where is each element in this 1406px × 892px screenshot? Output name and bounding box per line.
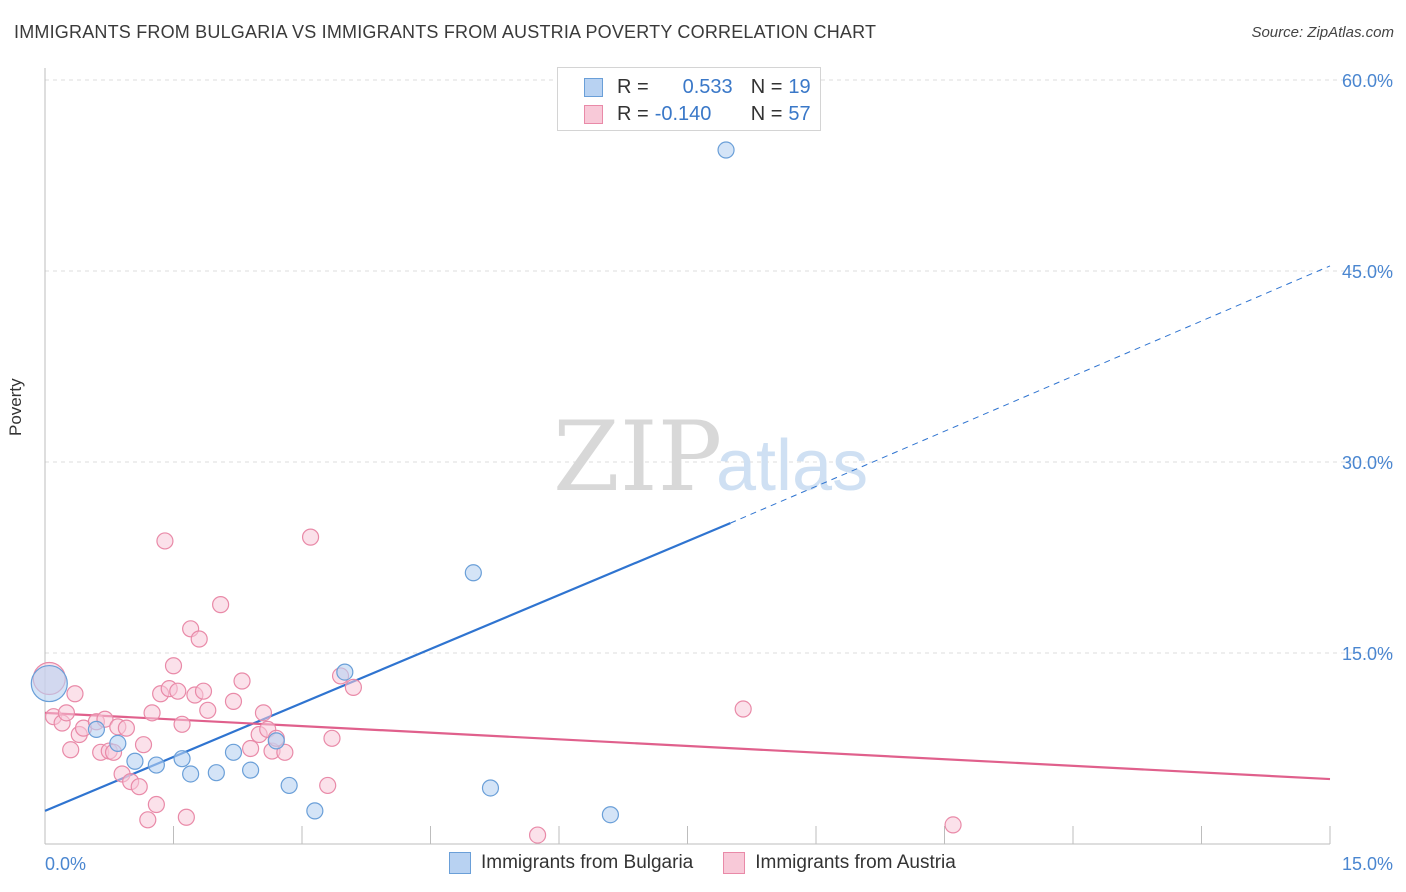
series-name-bulgaria: Immigrants from Bulgaria xyxy=(481,852,694,873)
trend-line-austria xyxy=(44,711,1331,781)
point-austria xyxy=(233,672,251,690)
y-tick-label: 60.0% xyxy=(1342,71,1393,91)
point-austria xyxy=(130,778,148,796)
point-austria xyxy=(344,678,362,696)
y-tick-label: 45.0% xyxy=(1342,262,1393,282)
point-bulgaria xyxy=(601,806,620,824)
series-name-austria: Immigrants from Austria xyxy=(755,852,956,873)
point-austria xyxy=(734,700,752,718)
point-austria xyxy=(276,743,294,761)
trend-line-bulgaria xyxy=(44,522,731,812)
point-austria xyxy=(143,704,161,722)
watermark-atlas: atlas xyxy=(716,426,868,506)
grid-lines xyxy=(45,79,1394,654)
trend-lines xyxy=(44,265,1331,812)
point-austria xyxy=(177,808,195,826)
point-bulgaria xyxy=(224,743,243,761)
legend-n-value: 19 xyxy=(788,75,811,98)
y-tick-label: 15.0% xyxy=(1342,644,1393,664)
legend-r-label: R = xyxy=(617,102,649,125)
legend-r-label: R = xyxy=(617,75,649,98)
legend-n-value: 57 xyxy=(788,102,811,125)
point-bulgaria xyxy=(242,761,260,779)
point-austria xyxy=(194,682,213,700)
legend-n-label: N = xyxy=(750,75,783,98)
point-bulgaria xyxy=(182,765,200,783)
legend-swatch-bulgaria xyxy=(584,77,603,97)
point-austria xyxy=(319,776,337,795)
point-bulgaria xyxy=(267,732,285,750)
point-austria xyxy=(156,532,174,550)
point-austria xyxy=(199,701,217,719)
data-points xyxy=(30,141,962,844)
x-tick-label: 15.0% xyxy=(1342,854,1393,874)
point-bulgaria xyxy=(481,779,500,797)
series-legend: Immigrants from Bulgaria Immigrants from… xyxy=(449,852,986,874)
legend-r-value: 0.533 xyxy=(682,75,733,98)
point-austria xyxy=(224,692,243,710)
watermark-zip: ZIP xyxy=(553,401,722,513)
point-bulgaria xyxy=(280,776,298,795)
point-bulgaria xyxy=(173,750,191,768)
point-austria xyxy=(134,736,153,754)
point-bulgaria xyxy=(147,756,165,774)
legend-row-bulgaria: R = 0.533 N = 19 xyxy=(584,75,811,99)
point-bulgaria xyxy=(464,564,482,582)
axes xyxy=(44,68,1331,845)
correlation-legend: R = 0.533 N = 19 R = -0.140 N = 57 xyxy=(557,67,821,131)
point-bulgaria xyxy=(306,802,324,820)
point-austria xyxy=(254,704,273,722)
point-austria xyxy=(323,729,341,747)
point-austria xyxy=(190,630,208,648)
point-bulgaria xyxy=(109,734,127,753)
point-austria xyxy=(66,685,84,703)
point-austria xyxy=(147,795,165,814)
point-austria xyxy=(57,704,76,722)
point-austria xyxy=(62,741,80,759)
point-austria xyxy=(169,682,187,700)
trend-line-bulgaria-extension xyxy=(730,265,1331,524)
point-austria xyxy=(301,528,320,546)
point-austria xyxy=(528,826,547,844)
point-bulgaria xyxy=(207,764,225,782)
point-austria xyxy=(242,739,260,758)
point-austria xyxy=(173,715,191,733)
point-austria xyxy=(212,596,230,614)
legend-n-label: N = xyxy=(750,102,783,125)
point-bulgaria xyxy=(30,664,68,703)
legend-r-value: -0.140 xyxy=(654,102,712,125)
point-austria xyxy=(164,657,183,675)
source-label: Source: ZipAtlas.com xyxy=(1251,24,1394,41)
point-bulgaria xyxy=(717,141,735,159)
series-legend-austria: Immigrants from Austria xyxy=(723,852,956,874)
series-swatch-bulgaria xyxy=(449,852,471,874)
point-austria xyxy=(139,811,157,829)
point-bulgaria xyxy=(126,752,144,770)
legend-row-austria: R = -0.140 N = 57 xyxy=(584,102,811,126)
point-austria xyxy=(117,719,135,737)
series-legend-bulgaria: Immigrants from Bulgaria xyxy=(449,852,693,874)
y-tick-label: 30.0% xyxy=(1342,453,1393,473)
chart-title: IMMIGRANTS FROM BULGARIA VS IMMIGRANTS F… xyxy=(14,22,877,42)
series-swatch-austria xyxy=(723,852,746,874)
x-tick-label: 0.0% xyxy=(45,854,86,874)
point-austria xyxy=(944,816,962,834)
legend-swatch-austria xyxy=(584,104,603,124)
point-bulgaria xyxy=(336,663,354,681)
tick-labels: 15.0% 30.0% 45.0% 60.0% 0.0% 15.0% xyxy=(45,71,1393,874)
point-bulgaria xyxy=(87,720,106,739)
